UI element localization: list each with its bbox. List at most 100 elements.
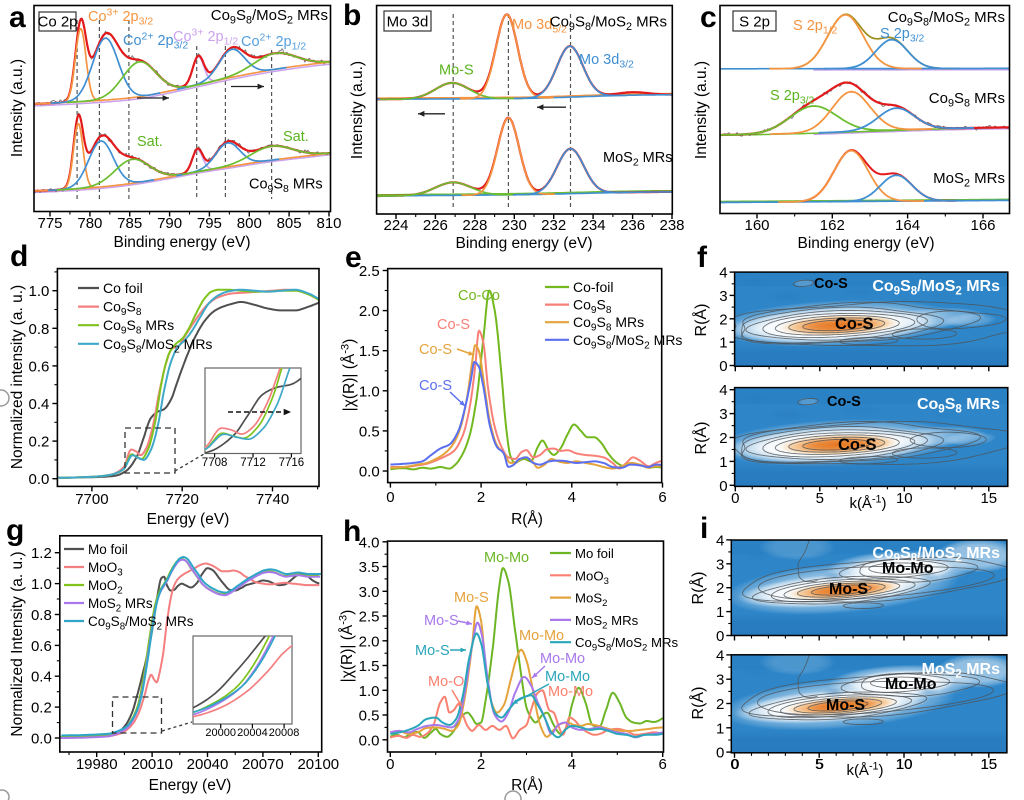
svg-text:20010: 20010 (131, 756, 173, 773)
svg-text:800: 800 (237, 215, 262, 232)
svg-text:k(Å-1​): k(Å-1​) (849, 494, 886, 513)
svg-text:2: 2 (477, 756, 485, 773)
svg-text:b: b (343, 0, 361, 32)
svg-text:Co9​S8​ MRs: Co9​S8​ MRs (929, 90, 1005, 110)
svg-text:S 2p1/2​: S 2p1/2​ (793, 18, 838, 37)
svg-text:3: 3 (716, 672, 724, 689)
svg-text:15: 15 (980, 756, 997, 773)
svg-text:164: 164 (895, 217, 920, 234)
svg-text:R(Å): R(Å) (691, 422, 710, 455)
svg-text:0: 0 (731, 756, 739, 773)
svg-text:MoS2​ MRs: MoS2​ MRs (603, 150, 672, 169)
svg-text:Co-S: Co-S (835, 315, 874, 333)
svg-text:Mo foil: Mo foil (575, 546, 614, 561)
svg-text:k(Å-1​): k(Å-1​) (846, 761, 883, 780)
svg-text:785: 785 (117, 215, 142, 232)
svg-text:7712: 7712 (240, 457, 266, 469)
svg-text:1.0: 1.0 (31, 576, 52, 593)
svg-text:Mo foil: Mo foil (88, 542, 128, 557)
svg-text:7708: 7708 (202, 457, 228, 469)
svg-text:Co9​S8​: Co9​S8​ (103, 299, 142, 319)
svg-text:0.5: 0.5 (359, 708, 380, 725)
svg-text:166: 166 (970, 217, 995, 234)
svg-text:0.8: 0.8 (31, 607, 52, 624)
svg-text:0.0: 0.0 (359, 732, 380, 749)
svg-text:162: 162 (820, 217, 845, 234)
svg-text:226: 226 (423, 217, 448, 234)
svg-text:Binding energy (eV): Binding energy (eV) (798, 235, 935, 252)
svg-text:5: 5 (815, 756, 823, 773)
svg-text:Intensity (a.u.): Intensity (a.u.) (349, 61, 366, 159)
svg-text:Co9​S8​/MoS2​ MRs: Co9​S8​/MoS2​ MRs (211, 7, 328, 27)
svg-text:20070: 20070 (242, 756, 284, 773)
svg-text:MoS2​ MRs: MoS2​ MRs (933, 170, 1005, 190)
svg-text:Mo-Mo: Mo-Mo (885, 676, 937, 693)
svg-text:Co3+​ 2p3/2​: Co3+​ 2p3/2​ (88, 8, 153, 28)
svg-text:5: 5 (816, 490, 824, 507)
svg-text:S 2p3/2​: S 2p3/2​ (880, 26, 925, 45)
svg-text:Mo-S: Mo-S (826, 697, 865, 714)
svg-text:Co9​S8​/MoS2​ MRs: Co9​S8​/MoS2​ MRs (88, 614, 194, 633)
svg-text:Mo-S: Mo-S (454, 590, 489, 606)
svg-text:795: 795 (197, 215, 222, 232)
svg-text:Intensity (a.u.): Intensity (a.u.) (9, 59, 26, 157)
svg-text:S 2p: S 2p (739, 14, 770, 31)
svg-text:2.5: 2.5 (359, 263, 380, 280)
svg-text:Co-S: Co-S (838, 436, 877, 454)
svg-text:0.8: 0.8 (29, 321, 50, 338)
svg-text:Co9​S8​ MRs: Co9​S8​ MRs (249, 177, 323, 196)
svg-text:Co9​S8​/MoS2​ MRs: Co9​S8​/MoS2​ MRs (872, 278, 1000, 298)
svg-text:2: 2 (719, 430, 727, 447)
svg-text:e: e (345, 241, 362, 274)
svg-text:Mo-Mo: Mo-Mo (545, 669, 590, 685)
svg-text:Mo-Mo: Mo-Mo (548, 684, 593, 700)
svg-text:R(Å): R(Å) (688, 687, 707, 720)
svg-text:0.0: 0.0 (29, 471, 50, 488)
svg-text:20008: 20008 (269, 727, 300, 739)
svg-text:Mo-Mo: Mo-Mo (519, 628, 564, 644)
svg-text:4: 4 (719, 265, 727, 282)
svg-text:|χ(R)| (Å-3​): |χ(R)| (Å-3​) (338, 610, 357, 683)
svg-text:805: 805 (277, 215, 302, 232)
svg-text:Co-S: Co-S (827, 394, 861, 410)
svg-text:f: f (697, 241, 708, 274)
svg-text:0.2: 0.2 (31, 700, 52, 717)
svg-text:Mo-S: Mo-S (424, 613, 459, 629)
svg-text:2.5: 2.5 (359, 609, 380, 626)
svg-text:224: 224 (383, 217, 408, 234)
svg-text:1.0: 1.0 (359, 683, 380, 700)
svg-text:20004: 20004 (237, 727, 268, 739)
svg-text:MoS2​ MRs: MoS2​ MRs (922, 661, 1001, 681)
svg-text:Binding energy (eV): Binding energy (eV) (456, 235, 593, 252)
svg-text:MoO3​: MoO3​ (88, 560, 123, 579)
svg-text:Mo-Mo: Mo-Mo (882, 560, 934, 577)
svg-text:15: 15 (980, 490, 997, 507)
svg-text:3.0: 3.0 (359, 584, 380, 601)
svg-text:Sat.: Sat. (283, 129, 309, 145)
svg-text:160: 160 (744, 217, 769, 234)
svg-text:Co-S: Co-S (437, 317, 470, 333)
svg-text:0.0: 0.0 (31, 731, 52, 748)
svg-text:Co9​S8​ MRs: Co9​S8​ MRs (917, 396, 1000, 416)
svg-text:2: 2 (716, 696, 724, 713)
svg-text:780: 780 (77, 215, 102, 232)
svg-text:0.2: 0.2 (29, 434, 50, 451)
svg-text:4: 4 (719, 382, 727, 399)
svg-text:10: 10 (896, 756, 913, 773)
svg-text:MoO3​: MoO3​ (575, 568, 609, 587)
svg-text:0: 0 (719, 478, 727, 495)
svg-text:Co9​S8​/MoS2​ MRs: Co9​S8​/MoS2​ MRs (573, 332, 682, 352)
svg-text:Co-S: Co-S (419, 378, 452, 394)
svg-text:|χ(R)| (Å-3​): |χ(R)| (Å-3​) (340, 339, 359, 412)
svg-text:236: 236 (620, 217, 645, 234)
svg-text:775: 775 (37, 215, 62, 232)
svg-text:20040: 20040 (187, 756, 229, 773)
svg-text:MoS2​ MRs: MoS2​ MRs (575, 613, 639, 632)
svg-text:Co2+​ 2p1/2​: Co2+​ 2p1/2​ (241, 33, 306, 53)
svg-text:Mo-Mo: Mo-Mo (484, 550, 529, 566)
svg-text:1: 1 (716, 604, 724, 621)
svg-text:1: 1 (719, 454, 727, 471)
svg-text:Mo-S: Mo-S (829, 581, 868, 598)
svg-text:0: 0 (716, 628, 724, 645)
svg-text:0.6: 0.6 (31, 638, 52, 655)
